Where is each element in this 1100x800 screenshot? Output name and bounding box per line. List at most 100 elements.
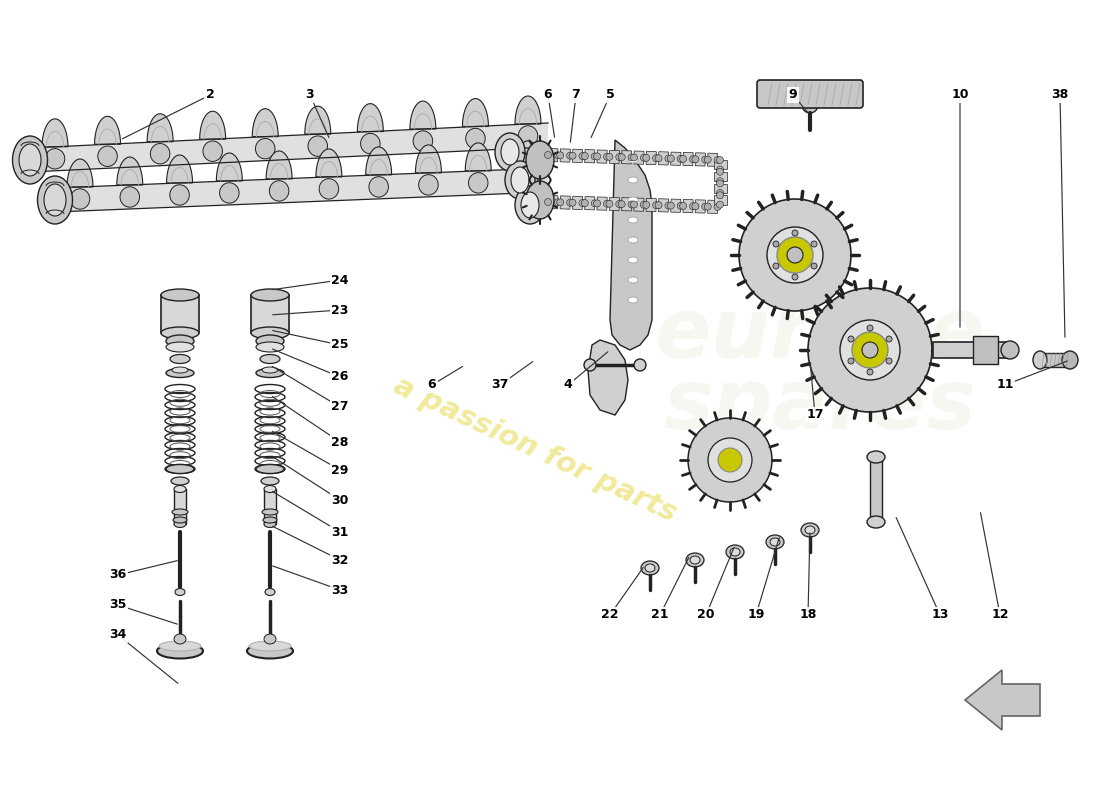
Polygon shape: [659, 198, 669, 212]
Circle shape: [618, 154, 625, 161]
Circle shape: [640, 154, 647, 162]
Ellipse shape: [690, 556, 700, 564]
Ellipse shape: [319, 178, 339, 199]
Ellipse shape: [173, 517, 187, 523]
Circle shape: [604, 200, 611, 207]
Circle shape: [628, 154, 635, 161]
Polygon shape: [695, 153, 705, 166]
Text: 13: 13: [932, 609, 948, 622]
Circle shape: [777, 237, 813, 273]
Polygon shape: [55, 168, 548, 212]
Ellipse shape: [202, 141, 222, 162]
Text: 20: 20: [697, 609, 715, 622]
Circle shape: [716, 192, 724, 198]
Circle shape: [811, 263, 817, 269]
Ellipse shape: [12, 136, 47, 184]
Ellipse shape: [515, 186, 544, 224]
Ellipse shape: [255, 138, 275, 159]
Polygon shape: [671, 152, 681, 166]
Ellipse shape: [465, 128, 485, 149]
Text: 26: 26: [331, 370, 349, 383]
Circle shape: [792, 230, 798, 236]
Ellipse shape: [805, 526, 815, 534]
Circle shape: [704, 156, 712, 163]
Polygon shape: [560, 149, 570, 162]
Circle shape: [554, 198, 561, 206]
Ellipse shape: [263, 517, 277, 523]
Polygon shape: [621, 198, 631, 211]
Text: 23: 23: [331, 303, 349, 317]
Circle shape: [739, 199, 851, 311]
Polygon shape: [67, 159, 94, 187]
Circle shape: [656, 154, 662, 162]
Ellipse shape: [249, 641, 292, 651]
Bar: [870, 457, 882, 522]
Polygon shape: [634, 198, 643, 211]
Polygon shape: [646, 151, 657, 165]
Polygon shape: [695, 200, 705, 213]
Circle shape: [702, 156, 708, 163]
Ellipse shape: [414, 131, 432, 151]
Ellipse shape: [628, 217, 638, 223]
Ellipse shape: [220, 182, 239, 203]
Ellipse shape: [264, 521, 276, 527]
Ellipse shape: [867, 451, 886, 463]
Circle shape: [579, 153, 586, 159]
Ellipse shape: [157, 643, 204, 658]
Text: 2: 2: [206, 89, 214, 102]
Polygon shape: [646, 198, 657, 212]
Circle shape: [802, 97, 818, 113]
Text: 28: 28: [331, 435, 349, 449]
Ellipse shape: [175, 589, 185, 595]
Text: 31: 31: [331, 526, 349, 538]
Text: 38: 38: [1052, 89, 1068, 102]
Circle shape: [566, 199, 573, 206]
Polygon shape: [166, 155, 192, 183]
Circle shape: [708, 438, 752, 482]
Polygon shape: [42, 119, 68, 146]
Circle shape: [584, 359, 596, 371]
Polygon shape: [634, 151, 643, 164]
Ellipse shape: [151, 143, 169, 164]
Circle shape: [664, 155, 672, 162]
Polygon shape: [588, 340, 628, 415]
Polygon shape: [95, 116, 121, 144]
Polygon shape: [147, 114, 173, 142]
Circle shape: [852, 332, 888, 368]
Text: 9: 9: [789, 89, 797, 102]
Circle shape: [773, 241, 779, 247]
Ellipse shape: [308, 136, 328, 156]
Circle shape: [678, 202, 684, 210]
Ellipse shape: [628, 257, 638, 263]
Circle shape: [808, 288, 932, 412]
Polygon shape: [610, 140, 652, 350]
Ellipse shape: [526, 181, 554, 219]
Circle shape: [582, 153, 588, 159]
Ellipse shape: [166, 335, 194, 347]
Circle shape: [591, 153, 598, 160]
Ellipse shape: [730, 548, 740, 556]
Text: 17: 17: [806, 409, 824, 422]
Circle shape: [652, 154, 660, 162]
Ellipse shape: [262, 367, 278, 373]
Circle shape: [887, 358, 892, 364]
Ellipse shape: [45, 149, 65, 169]
Text: 21: 21: [651, 609, 669, 622]
Ellipse shape: [419, 174, 438, 195]
Ellipse shape: [251, 327, 289, 339]
Polygon shape: [683, 153, 693, 166]
Circle shape: [652, 202, 660, 209]
Ellipse shape: [172, 509, 188, 515]
Polygon shape: [572, 150, 583, 162]
Circle shape: [569, 152, 576, 159]
Ellipse shape: [867, 516, 886, 528]
Ellipse shape: [256, 342, 284, 352]
Text: europe
spares: europe spares: [654, 294, 986, 446]
Ellipse shape: [500, 139, 519, 165]
Polygon shape: [305, 106, 331, 134]
Text: 7: 7: [572, 89, 581, 102]
Ellipse shape: [265, 589, 275, 595]
Ellipse shape: [260, 354, 280, 363]
Circle shape: [716, 178, 724, 185]
Ellipse shape: [166, 342, 194, 352]
